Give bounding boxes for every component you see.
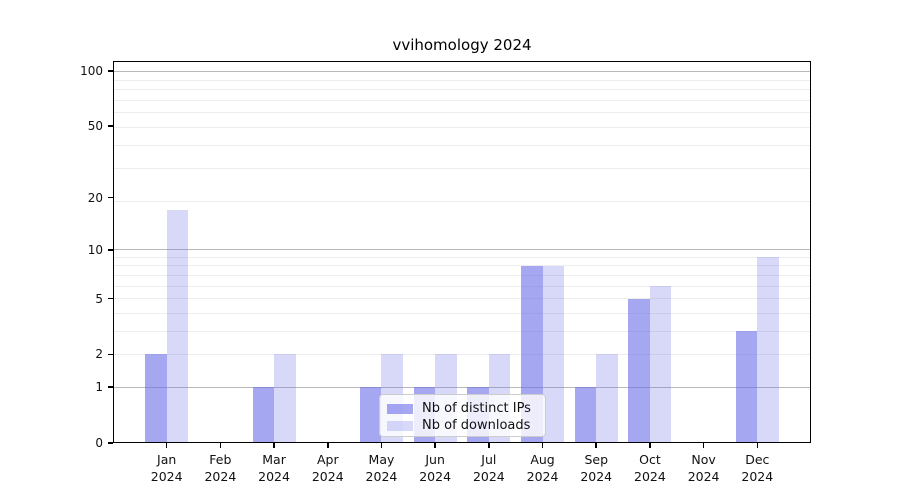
x-tick-label: Feb 2024 bbox=[204, 452, 237, 484]
x-tick bbox=[649, 443, 651, 448]
x-tick-label: Aug 2024 bbox=[526, 452, 559, 484]
major-gridline bbox=[113, 386, 811, 388]
x-tick bbox=[326, 443, 329, 448]
x-tick-label: May 2024 bbox=[365, 452, 398, 484]
minor-gridline bbox=[113, 265, 811, 267]
x-tick bbox=[165, 443, 168, 448]
minor-gridline bbox=[113, 285, 811, 287]
x-tick bbox=[434, 443, 436, 448]
x-tick-label: Dec 2024 bbox=[741, 452, 774, 484]
y-tick-label: 0 bbox=[95, 436, 103, 450]
x-tick bbox=[219, 443, 222, 448]
legend-swatch bbox=[387, 420, 413, 431]
legend-row: Nb of downloads bbox=[387, 417, 539, 434]
bar-distinct-ips bbox=[145, 354, 167, 443]
y-tick-label: 20 bbox=[87, 190, 103, 205]
legend-label: Nb of distinct IPs bbox=[422, 401, 531, 416]
minor-gridline bbox=[113, 256, 811, 258]
minor-gridline bbox=[113, 89, 811, 91]
x-tick-label: Nov 2024 bbox=[687, 452, 720, 484]
x-tick-label: Sep 2024 bbox=[580, 452, 613, 484]
y-tick-label: 100 bbox=[80, 64, 103, 78]
x-tick-label: Oct 2024 bbox=[634, 452, 666, 484]
minor-gridline bbox=[113, 112, 811, 114]
bar-downloads bbox=[757, 257, 779, 443]
minor-gridline bbox=[113, 127, 811, 129]
x-tick-label: Jan 2024 bbox=[150, 452, 183, 484]
bar-downloads bbox=[274, 354, 296, 443]
minor-gridline bbox=[113, 79, 811, 81]
chart-title: vvihomology 2024 bbox=[392, 36, 532, 54]
bar-distinct-ips bbox=[628, 298, 650, 443]
y-tick-label: 2 bbox=[95, 347, 103, 362]
y-tick bbox=[108, 442, 113, 444]
x-tick-label: Apr 2024 bbox=[311, 452, 344, 484]
bar-distinct-ips bbox=[574, 387, 597, 443]
x-tick-label: Jul 2024 bbox=[472, 452, 505, 484]
y-tick-label: 5 bbox=[95, 291, 103, 306]
y-tick-label: 50 bbox=[87, 119, 103, 134]
x-tick bbox=[756, 443, 759, 448]
minor-gridline bbox=[113, 168, 811, 170]
y-tick bbox=[108, 196, 113, 199]
minor-gridline bbox=[113, 330, 811, 332]
x-tick bbox=[488, 443, 490, 448]
minor-gridline bbox=[113, 201, 811, 203]
x-tick-label: Jun 2024 bbox=[419, 452, 452, 484]
minor-gridline bbox=[113, 100, 811, 102]
bar-distinct-ips bbox=[359, 387, 382, 443]
y-tick bbox=[108, 70, 113, 72]
y-tick-label: 1 bbox=[95, 380, 103, 395]
bar-downloads bbox=[596, 354, 618, 443]
y-tick bbox=[108, 386, 113, 388]
major-gridline bbox=[113, 70, 811, 72]
bar-downloads bbox=[542, 265, 564, 443]
legend: Nb of distinct IPs Nb of downloads bbox=[379, 394, 546, 437]
y-tick bbox=[108, 125, 113, 127]
bar-downloads bbox=[166, 210, 189, 443]
x-tick-label: Mar 2024 bbox=[258, 452, 290, 484]
minor-gridline bbox=[113, 298, 811, 300]
bar-distinct-ips bbox=[735, 331, 758, 443]
x-tick bbox=[273, 443, 275, 448]
y-tick bbox=[108, 353, 113, 356]
major-gridline bbox=[113, 249, 811, 251]
x-tick bbox=[380, 443, 383, 448]
x-tick bbox=[595, 443, 598, 448]
legend-row: Nb of distinct IPs bbox=[387, 400, 539, 417]
y-tick bbox=[108, 297, 113, 300]
plot-area bbox=[113, 61, 811, 443]
bar-distinct-ips bbox=[252, 387, 275, 443]
bar-downloads bbox=[649, 286, 672, 443]
y-tick bbox=[108, 248, 113, 251]
x-tick bbox=[702, 443, 705, 448]
x-tick bbox=[541, 443, 544, 448]
minor-gridline bbox=[113, 145, 811, 147]
y-tick-label: 10 bbox=[87, 242, 103, 257]
legend-label: Nb of downloads bbox=[422, 418, 531, 433]
legend-swatch bbox=[387, 403, 413, 414]
minor-gridline bbox=[113, 274, 811, 276]
minor-gridline bbox=[113, 312, 811, 314]
minor-gridline bbox=[113, 353, 811, 355]
